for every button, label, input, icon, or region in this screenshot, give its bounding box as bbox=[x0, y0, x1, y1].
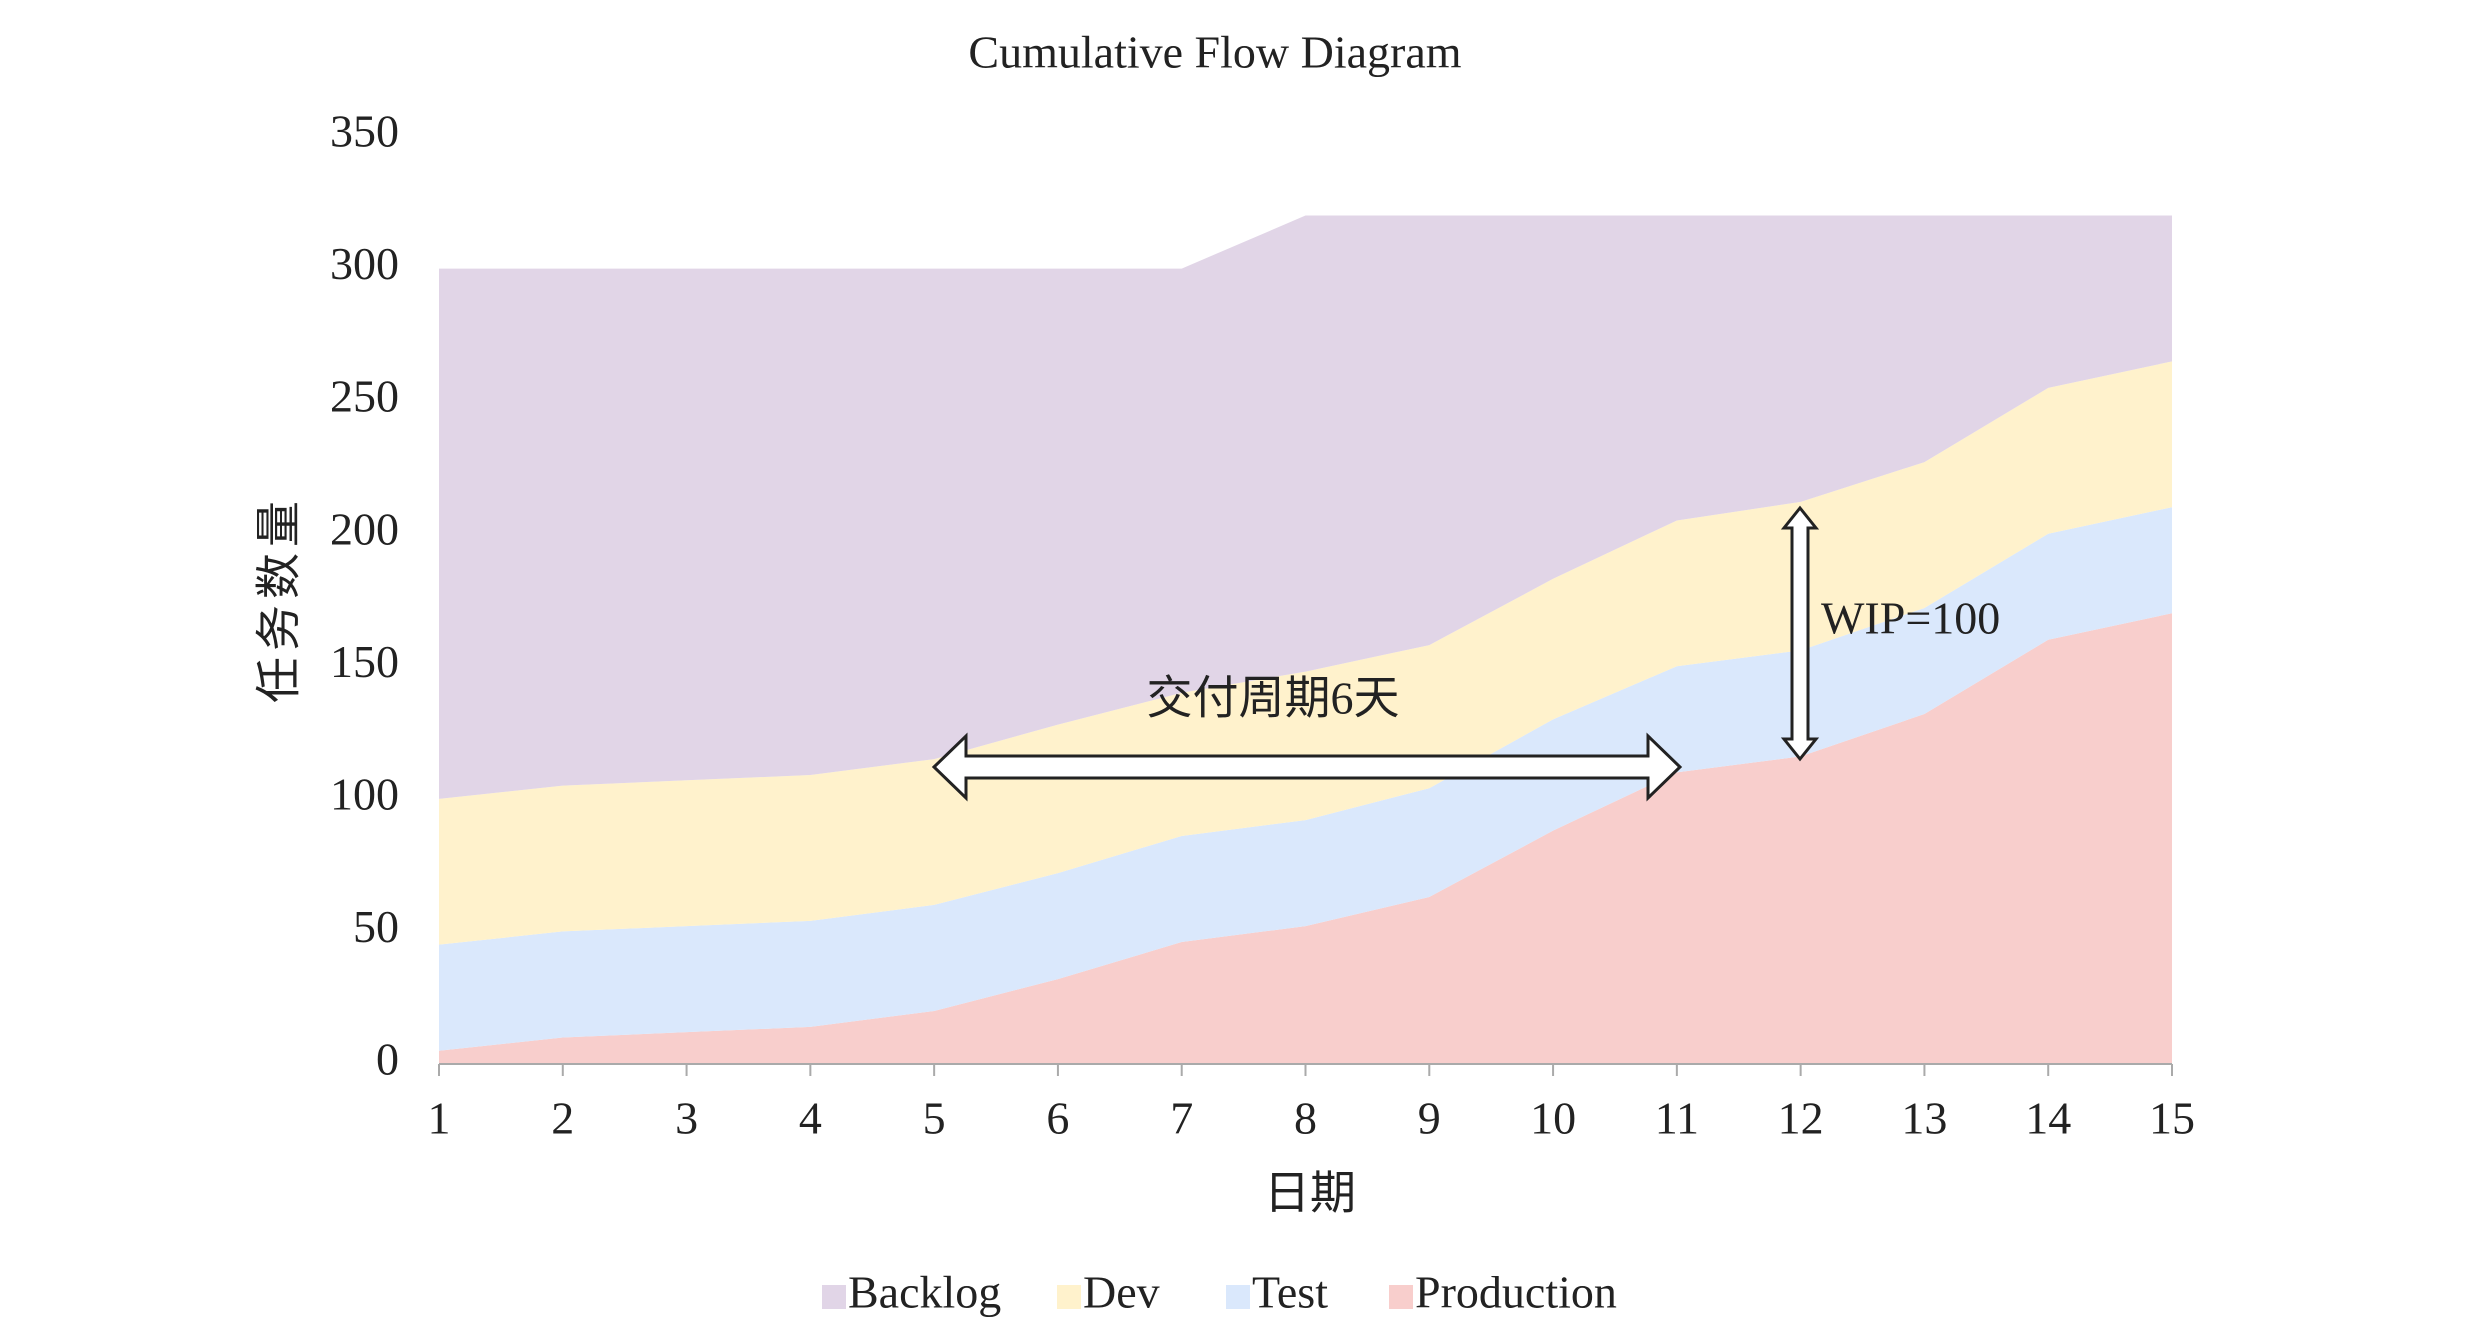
y-axis-label: 任务数量 bbox=[254, 495, 305, 703]
legend-swatch bbox=[1226, 1285, 1250, 1309]
y-tick-label: 350 bbox=[330, 106, 399, 157]
legend-swatch bbox=[822, 1285, 846, 1309]
annotation-arrow bbox=[931, 732, 1683, 802]
legend-swatch bbox=[1389, 1285, 1413, 1309]
y-tick-label: 150 bbox=[330, 636, 399, 687]
y-tick-label: 200 bbox=[330, 503, 399, 554]
x-tick-label: 5 bbox=[923, 1093, 946, 1144]
x-tick-label: 4 bbox=[799, 1093, 822, 1144]
x-tick-label: 15 bbox=[2149, 1093, 2195, 1144]
y-tick-label: 50 bbox=[353, 901, 399, 952]
area bbox=[439, 613, 2172, 1064]
y-tick-label: 0 bbox=[376, 1034, 399, 1085]
y-tick-label: 100 bbox=[330, 768, 399, 819]
x-tick-label: 14 bbox=[2025, 1093, 2071, 1144]
x-tick-label: 13 bbox=[1901, 1093, 1947, 1144]
x-tick-label: 1 bbox=[428, 1093, 451, 1144]
legend-label: Dev bbox=[1083, 1267, 1160, 1318]
annotation: WIP=100 bbox=[1821, 593, 2000, 644]
legend-swatch bbox=[1057, 1285, 1081, 1309]
x-tick-label: 3 bbox=[675, 1093, 698, 1144]
annotation: 交付周期6天 bbox=[1147, 673, 1400, 724]
x-tick-label: 11 bbox=[1655, 1093, 1699, 1144]
chart-title: Cumulative Flow Diagram bbox=[968, 27, 1461, 78]
x-tick-label: 2 bbox=[551, 1093, 574, 1144]
legend-label: Production bbox=[1415, 1267, 1617, 1318]
x-tick-label: 10 bbox=[1530, 1093, 1576, 1144]
x-tick-label: 8 bbox=[1294, 1093, 1317, 1144]
y-tick-label: 300 bbox=[330, 238, 399, 289]
x-tick-label: 9 bbox=[1418, 1093, 1441, 1144]
area bbox=[439, 507, 2172, 1051]
x-tick-label: 12 bbox=[1778, 1093, 1824, 1144]
x-axis-label: 日期 bbox=[1264, 1168, 1356, 1219]
area bbox=[439, 361, 2172, 945]
y-tick-label: 250 bbox=[330, 371, 399, 422]
legend-label: Backlog bbox=[848, 1267, 1001, 1318]
area bbox=[439, 215, 2172, 799]
legend-label: Test bbox=[1252, 1267, 1328, 1318]
x-tick-label: 7 bbox=[1170, 1093, 1193, 1144]
x-tick-label: 6 bbox=[1046, 1093, 1069, 1144]
annotation-arrow bbox=[1780, 505, 1820, 762]
